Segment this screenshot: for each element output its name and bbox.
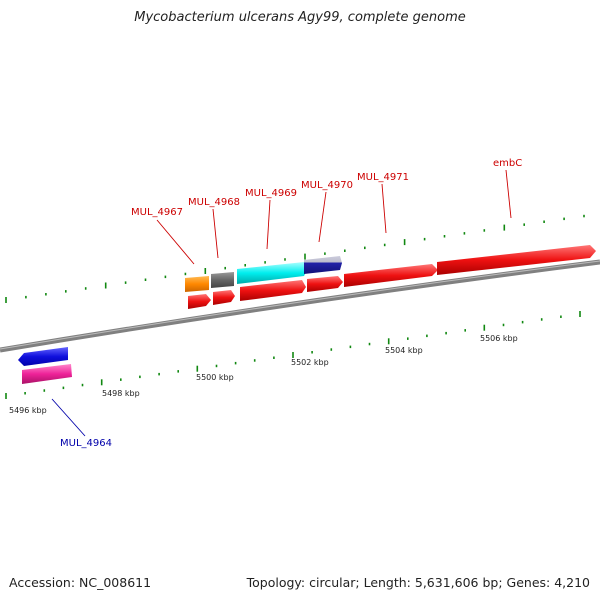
gene-row-lower — [188, 245, 596, 309]
scale-label-5506: 5506 kbp — [480, 334, 518, 343]
gene-mul-4970[interactable] — [304, 256, 342, 274]
gene-red-2[interactable] — [213, 290, 235, 305]
upper-tick-track — [5, 214, 585, 303]
scale-label-5498: 5498 kbp — [102, 389, 140, 398]
gene-mul-4967[interactable] — [185, 276, 209, 292]
label-mul-4969: MUL_4969 — [245, 188, 297, 199]
label-mul-4968: MUL_4968 — [188, 197, 240, 208]
gene-blue-reverse[interactable] — [18, 347, 68, 366]
scale-label-5496: 5496 kbp — [9, 406, 47, 415]
lower-tick-track — [5, 311, 581, 399]
accession-text: Accession: NC_008611 — [9, 575, 152, 590]
gene-red-1[interactable] — [188, 294, 211, 309]
label-mul-4967: MUL_4967 — [131, 207, 183, 218]
gene-mul-4968[interactable] — [211, 272, 234, 288]
gene-row-upper — [185, 256, 342, 292]
scale-label-5504: 5504 kbp — [385, 346, 423, 355]
genome-summary-text: Topology: circular; Length: 5,631,606 bp… — [246, 575, 590, 590]
gene-red-5[interactable] — [344, 264, 438, 287]
scale-label-5500: 5500 kbp — [196, 373, 234, 382]
label-leaders — [51, 169, 512, 437]
genome-backbone — [0, 259, 600, 353]
gene-red-3[interactable] — [240, 280, 306, 301]
label-embc: embC — [493, 158, 522, 169]
scale-label-5502: 5502 kbp — [291, 358, 329, 367]
gene-mul-4964[interactable] — [22, 364, 72, 384]
label-mul-4970: MUL_4970 — [301, 180, 353, 191]
gene-mul-4969[interactable] — [237, 262, 308, 284]
gene-embc[interactable] — [437, 245, 596, 275]
label-mul-4971: MUL_4971 — [357, 172, 409, 183]
genome-title: Mycobacterium ulcerans Agy99, complete g… — [134, 10, 466, 25]
gene-red-4[interactable] — [307, 276, 343, 292]
label-mul-4964: MUL_4964 — [60, 438, 112, 449]
